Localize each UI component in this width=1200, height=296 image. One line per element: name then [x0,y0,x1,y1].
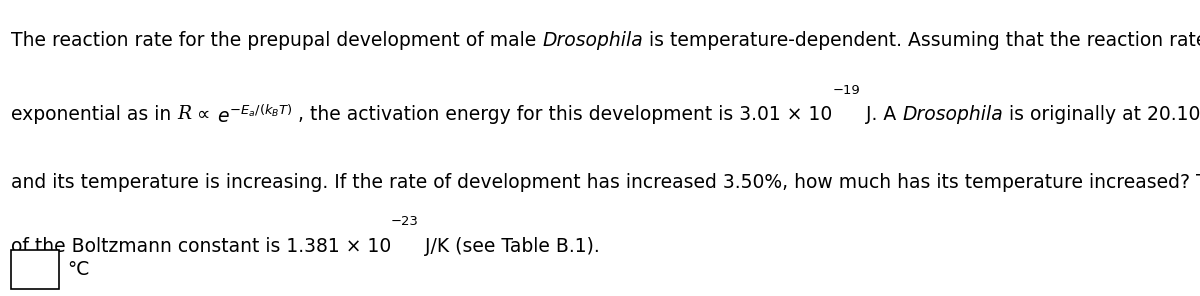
Text: ∝: ∝ [191,105,216,124]
FancyBboxPatch shape [11,250,59,289]
Text: Drosophila: Drosophila [902,105,1003,124]
Text: exponential as in: exponential as in [11,105,178,124]
Text: , the activation energy for this development is 3.01 × 10: , the activation energy for this develop… [292,105,833,124]
Text: °C: °C [67,260,90,279]
Text: −19: −19 [833,84,860,97]
Text: −23: −23 [391,215,419,229]
Text: and its temperature is increasing. If the rate of development has increased 3.50: and its temperature is increasing. If th… [11,173,1200,192]
Text: Drosophila: Drosophila [542,31,643,50]
Text: J/K (see Table B.1).: J/K (see Table B.1). [419,237,600,256]
Text: of the Boltzmann constant is 1.381 × 10: of the Boltzmann constant is 1.381 × 10 [11,237,391,256]
Text: The reaction rate for the prepupal development of male: The reaction rate for the prepupal devel… [11,31,542,50]
Text: J. A: J. A [860,105,902,124]
Text: R: R [178,105,191,123]
Text: −23: −23 [391,215,419,229]
Text: $e^{-E_a/(k_BT)}$: $e^{-E_a/(k_BT)}$ [216,105,292,127]
Text: is temperature-dependent. Assuming that the reaction rate is: is temperature-dependent. Assuming that … [643,31,1200,50]
Text: is originally at 20.10°C,: is originally at 20.10°C, [1003,105,1200,124]
Text: −19: −19 [833,84,860,97]
